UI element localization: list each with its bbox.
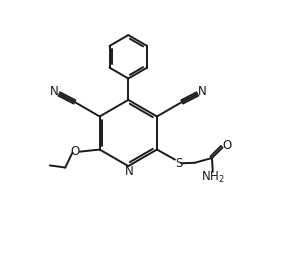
Text: S: S [175,157,182,170]
Text: N: N [198,85,207,98]
Text: N: N [125,165,134,178]
Text: N: N [50,85,59,98]
Text: O: O [71,145,80,158]
Text: O: O [222,139,231,152]
Text: NH$_2$: NH$_2$ [201,169,225,185]
